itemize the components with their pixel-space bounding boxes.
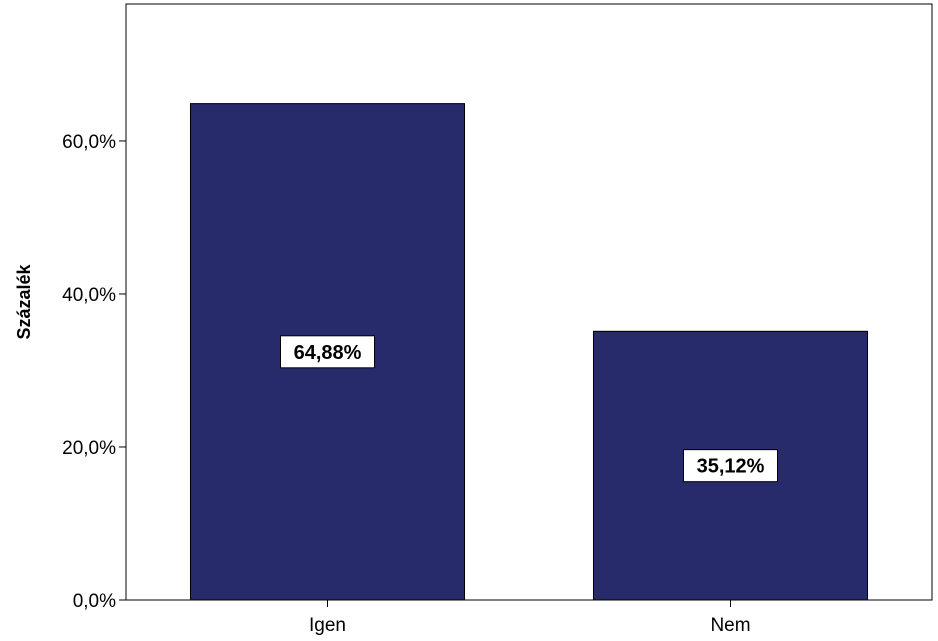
y-tick-label: 0,0% <box>73 591 116 612</box>
y-axis: 0,0% 20,0% 40,0% 60,0% <box>62 132 126 612</box>
y-tick-label: 20,0% <box>62 438 116 459</box>
y-tick-label: 60,0% <box>62 132 116 153</box>
data-label-box <box>280 335 375 369</box>
data-label: 35,12% <box>697 456 765 478</box>
data-label: 64,88% <box>294 342 362 364</box>
x-tick-label: Nem <box>710 615 750 636</box>
y-axis-label: Százalék <box>14 263 34 339</box>
x-tick-label: Igen <box>309 615 346 636</box>
data-label-box <box>683 449 778 483</box>
x-axis: Igen Nem <box>309 600 751 636</box>
y-tick-label: 40,0% <box>62 285 116 306</box>
